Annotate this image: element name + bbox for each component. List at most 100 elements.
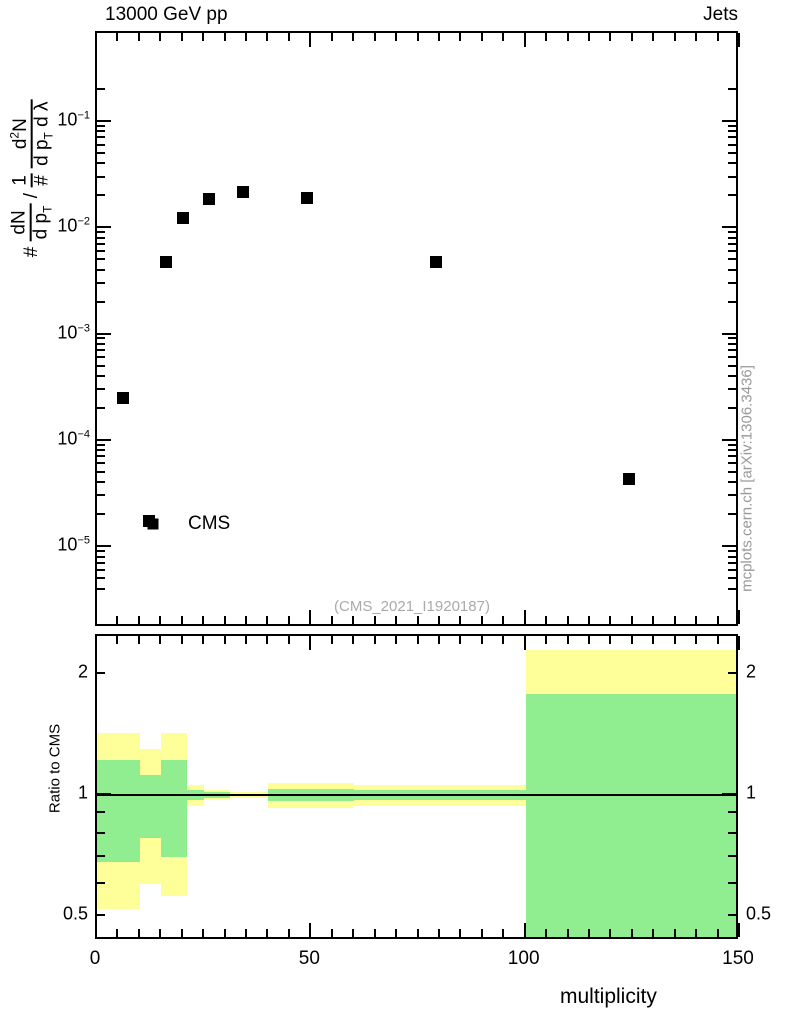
axis-tick <box>97 231 105 234</box>
axis-tick <box>223 636 226 644</box>
axis-tick <box>97 300 105 303</box>
axis-tick <box>97 513 105 516</box>
axis-tick <box>97 143 105 146</box>
axis-tick <box>722 545 736 548</box>
axis-tick <box>287 616 290 624</box>
axis-tick <box>202 616 205 624</box>
axis-tick <box>437 636 440 644</box>
data-point-marker <box>202 193 215 206</box>
data-point-marker <box>429 256 442 269</box>
axis-tick <box>728 494 736 497</box>
axis-tick <box>738 923 740 937</box>
axis-tick <box>523 610 526 624</box>
axis-tick <box>97 342 105 345</box>
axis-tick <box>437 929 440 937</box>
axis-tick <box>566 33 569 41</box>
axis-tick <box>97 568 105 571</box>
axis-tick <box>728 337 736 340</box>
axis-tick <box>97 855 105 858</box>
axis-tick <box>459 929 462 937</box>
axis-tick <box>97 577 105 580</box>
axis-tick <box>287 33 290 41</box>
axis-tick <box>545 636 548 644</box>
axis-tick <box>728 388 736 391</box>
axis-tick <box>728 242 736 245</box>
ratio-y-tick-label: 0.5 <box>62 903 88 924</box>
axis-tick <box>728 462 736 465</box>
axis-tick <box>395 33 398 41</box>
axis-tick <box>728 470 736 473</box>
axis-tick <box>180 636 183 644</box>
axis-tick <box>480 636 483 644</box>
x-axis-tick-label: 50 <box>298 948 320 969</box>
axis-tick <box>502 929 505 937</box>
ratio-reference-line <box>97 794 736 796</box>
y-axis-tick-label: 10−5 <box>57 534 90 555</box>
axis-tick <box>373 616 376 624</box>
axis-tick <box>373 929 376 937</box>
axis-tick <box>695 929 698 937</box>
axis-tick <box>245 33 248 41</box>
ratio-y-tick-label-right: 0.5 <box>746 903 772 924</box>
axis-tick <box>159 33 162 41</box>
axis-tick <box>545 929 548 937</box>
axis-tick <box>728 249 736 252</box>
axis-tick <box>728 449 736 452</box>
axis-tick <box>728 481 736 484</box>
axis-tick <box>728 130 736 133</box>
axis-tick <box>673 616 676 624</box>
axis-tick <box>245 616 248 624</box>
data-point-marker <box>116 392 129 405</box>
axis-tick <box>97 236 105 239</box>
axis-tick <box>738 610 740 624</box>
axis-tick <box>728 443 736 446</box>
axis-tick <box>728 151 736 154</box>
axis-tick <box>728 882 736 885</box>
ratio-y-tick-label-right: 1 <box>746 782 757 803</box>
main-plot-panel <box>95 31 738 626</box>
axis-tick <box>416 33 419 41</box>
axis-tick <box>416 929 419 937</box>
axis-tick <box>728 513 736 516</box>
axis-tick <box>728 88 736 90</box>
axis-tick <box>245 929 248 937</box>
axis-tick <box>373 636 376 644</box>
axis-tick <box>416 636 419 644</box>
axis-tick <box>97 449 105 452</box>
axis-tick <box>97 349 105 352</box>
axis-tick <box>716 929 719 937</box>
axis-tick <box>722 226 736 229</box>
data-point-marker <box>159 256 172 269</box>
axis-tick <box>223 616 226 624</box>
axis-tick <box>97 587 105 590</box>
axis-tick <box>566 929 569 937</box>
axis-tick <box>728 855 736 858</box>
axis-tick <box>673 33 676 41</box>
axis-tick <box>97 374 105 377</box>
data-point-marker <box>236 186 249 199</box>
axis-tick <box>97 882 105 885</box>
y-axis-tick-labels: 10−1 10−2 10−3 10−4 10−5 <box>0 0 90 1024</box>
axis-tick <box>97 364 105 367</box>
axis-tick <box>566 616 569 624</box>
axis-tick <box>728 587 736 590</box>
axis-tick <box>97 550 105 553</box>
axis-tick <box>137 636 140 644</box>
axis-tick <box>728 672 736 674</box>
axis-tick <box>137 33 140 41</box>
ratio-band-green <box>525 694 736 937</box>
axis-tick <box>330 33 333 41</box>
axis-tick <box>716 33 719 41</box>
axis-tick <box>159 636 162 644</box>
source-side-label: mcplots.cern.ch [arXiv:1306.3436] <box>738 365 756 592</box>
axis-tick <box>459 616 462 624</box>
axis-tick <box>330 616 333 624</box>
axis-tick <box>673 929 676 937</box>
axis-tick <box>728 175 736 178</box>
axis-tick <box>728 356 736 359</box>
axis-tick <box>416 616 419 624</box>
axis-tick <box>97 388 105 391</box>
axis-tick <box>116 33 119 41</box>
axis-tick <box>722 120 736 122</box>
axis-tick <box>728 550 736 553</box>
